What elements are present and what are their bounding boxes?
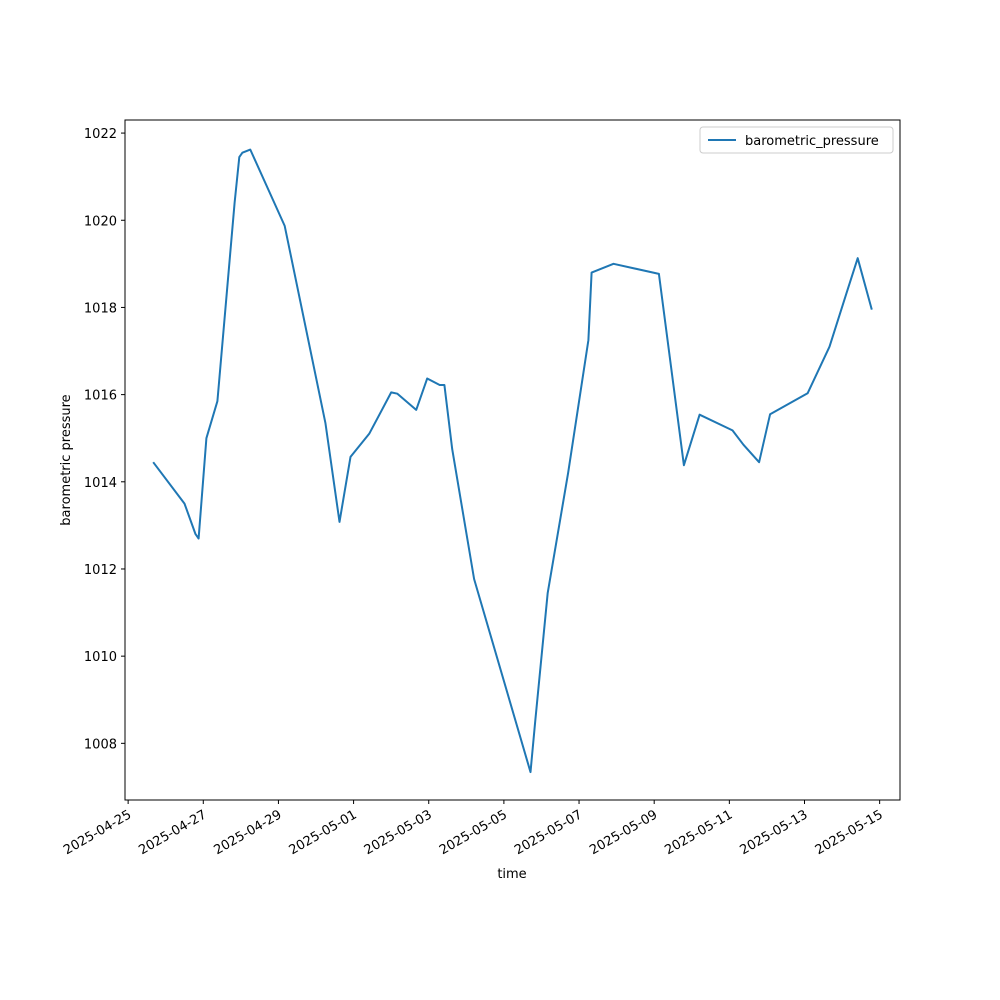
legend-box [699, 126, 894, 154]
y-tick-label: 1010 [84, 650, 117, 665]
series-line-0 [152, 148, 873, 774]
series-layer [152, 148, 873, 774]
y-tick-label: 1014 [84, 476, 117, 491]
plot-frame [124, 119, 901, 801]
y-tick-label: 1020 [84, 214, 117, 229]
y-axis-label: barometric pressure [59, 394, 74, 525]
y-tick-label: 1018 [84, 301, 117, 316]
y-tick-label: 1016 [84, 389, 117, 404]
y-tick-label: 1012 [84, 563, 117, 578]
legend: barometric_pressure [699, 126, 894, 154]
y-tick-label: 1008 [84, 737, 117, 752]
y-axis: 1008 1010 1012 1014 1016 1018 1020 1022 [84, 127, 125, 752]
legend-label: barometric_pressure [745, 134, 879, 149]
x-axis-label: time [497, 867, 526, 882]
y-tick-label: 1022 [84, 127, 117, 142]
